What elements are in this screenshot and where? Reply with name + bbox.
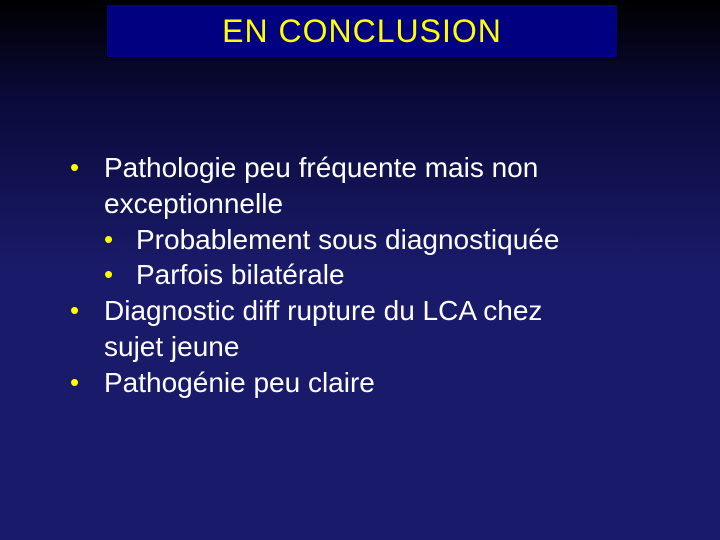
title-box: EN CONCLUSION [106,4,618,58]
sub-bullet-item: • Parfois bilatérale [104,257,680,293]
bullet-text-wrap: sujet jeune [104,329,680,365]
sub-bullet-text: Parfois bilatérale [136,257,345,293]
slide-title: EN CONCLUSION [222,13,502,50]
sub-bullet-text: Probablement sous diagnostiquée [136,222,559,258]
bullet-text: Diagnostic diff rupture du LCA chez [104,293,542,329]
bullet-item: • Diagnostic diff rupture du LCA chez [70,293,680,329]
bullet-item: • Pathogénie peu claire [70,365,680,401]
slide-body: • Pathologie peu fréquente mais non exce… [70,150,680,401]
sub-bullet-item: • Probablement sous diagnostiquée [104,222,680,258]
bullet-icon: • [104,222,136,257]
bullet-icon: • [104,257,136,292]
bullet-item: • Pathologie peu fréquente mais non [70,150,680,186]
bullet-text: Pathologie peu fréquente mais non [104,150,538,186]
bullet-icon: • [70,293,104,328]
bullet-text: Pathogénie peu claire [104,365,375,401]
bullet-icon: • [70,150,104,185]
bullet-text-wrap: exceptionnelle [104,186,680,222]
bullet-icon: • [70,365,104,400]
